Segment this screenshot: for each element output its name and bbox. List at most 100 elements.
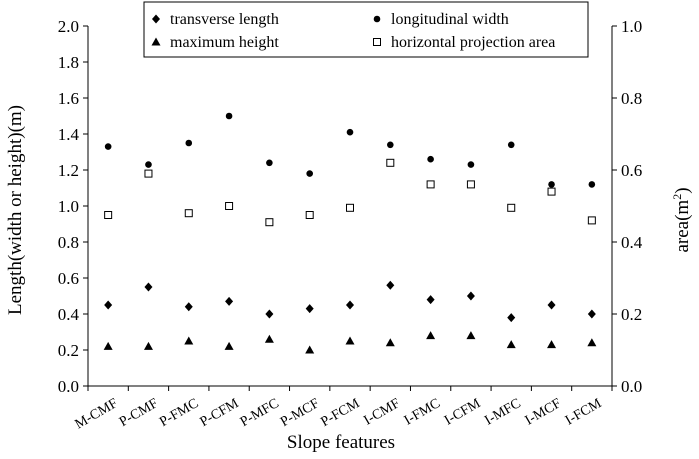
y-tick-label-left: 0.8 [58, 233, 79, 252]
data-point-diamond [386, 280, 395, 290]
y-tick-label-left: 1.8 [58, 53, 79, 72]
data-point-triangle [264, 334, 274, 343]
data-point-circle [548, 181, 555, 188]
y-tick-label-right: 0.8 [621, 89, 642, 108]
legend-box [143, 1, 589, 58]
data-point-circle [104, 143, 112, 150]
legend-label: longitudinal width [391, 11, 509, 28]
y-tick-label-left: 1.0 [58, 197, 79, 216]
x-tick-label: P-CMF [117, 396, 161, 430]
legend-label: horizontal projection area [391, 34, 555, 51]
data-point-triangle [506, 340, 516, 349]
y-tick-label-right: 0.4 [621, 233, 643, 252]
data-point-triangle [385, 338, 395, 347]
data-point-triangle [143, 341, 153, 350]
data-point-triangle [305, 345, 315, 354]
data-point-triangle [103, 341, 113, 350]
y-axis-title-right: area(m2) [670, 187, 693, 252]
data-point-circle [266, 159, 273, 167]
data-point-circle [145, 161, 152, 168]
data-point-circle [387, 141, 394, 149]
x-tick-label: P-MCF [278, 396, 322, 430]
data-point-diamond [104, 300, 113, 310]
data-point-circle [427, 155, 434, 163]
data-point-open-square [346, 203, 354, 212]
y-tick-label-left: 2.0 [58, 17, 79, 36]
x-tick-label: I-FCM [563, 396, 605, 429]
data-point-diamond [507, 313, 516, 323]
x-tick-label: I-FMC [402, 396, 443, 428]
data-point-diamond [184, 302, 193, 312]
data-point-open-square [426, 180, 435, 189]
y-tick-label-right: 0.0 [621, 377, 642, 396]
y-tick-label-right: 1.0 [621, 17, 642, 36]
data-point-open-square [305, 211, 314, 219]
data-point-open-square [265, 218, 274, 227]
data-point-circle [306, 170, 313, 177]
x-tick-label: I-MFC [482, 396, 523, 428]
y-axis-title-right-base: area(m [672, 200, 693, 253]
data-point-triangle [466, 331, 476, 340]
legend-items: transverse length longitudinal width maxim… [151, 11, 555, 51]
y-axis-title-left: Length(width or height)(m) [5, 105, 26, 315]
data-point-circle [507, 141, 515, 149]
x-tick-label: I-MCF [523, 396, 564, 429]
y-tick-label-left: 0.0 [58, 377, 79, 396]
legend: transverse length longitudinal width maxim… [143, 1, 589, 58]
x-tick-label: M-CMF [73, 396, 121, 432]
y-tick-label-right: 0.6 [621, 161, 642, 180]
y-tick-label-left: 0.2 [58, 341, 79, 360]
data-point-diamond [426, 295, 435, 305]
data-point-triangle [547, 340, 557, 349]
data-point-open-square [587, 216, 596, 225]
x-tick-label: I-CFM [442, 396, 484, 429]
data-point-circle [225, 112, 233, 120]
y-tick-label-right: 0.2 [621, 305, 642, 324]
y-axis-title-right-sup: 2 [670, 194, 684, 200]
data-point-open-square [225, 202, 234, 210]
data-point-diamond [587, 309, 596, 319]
x-tick-label: P-FMC [157, 396, 201, 430]
y-tick-label-left: 0.6 [58, 269, 79, 288]
data-point-triangle [426, 331, 436, 340]
data-point-triangle [224, 341, 234, 350]
y-tick-label-left: 1.6 [58, 89, 79, 108]
x-tick-label: I-CMF [362, 396, 403, 429]
data-point-triangle [184, 336, 194, 345]
legend-marker-triangle [151, 37, 161, 46]
data-point-open-square [466, 180, 475, 189]
x-tick-label: P-CFM [198, 396, 242, 430]
data-point-diamond [305, 304, 314, 314]
data-point-diamond [547, 300, 556, 310]
data-point-diamond [265, 309, 274, 319]
data-point-open-square [184, 209, 193, 218]
data-point-diamond [144, 282, 153, 292]
data-point-diamond [346, 300, 354, 310]
axes-layer: 0.0 0.2 0.4 0.6 0.8 1.0 1.2 1.4 1.6 1.8 2.0 0.0 0.2 0… [58, 17, 643, 432]
data-point-circle [346, 128, 354, 136]
y-tick-label-left: 0.4 [58, 305, 80, 324]
data-point-circle [588, 181, 596, 188]
legend-marker-diamond [152, 14, 160, 24]
x-axis-title: Slope features [287, 432, 395, 453]
x-tick-label: P-MFC [238, 396, 282, 430]
legend-label: transverse length [170, 11, 279, 28]
legend-label: maximum height [170, 34, 279, 51]
data-point-triangle [587, 338, 597, 347]
data-point-diamond [466, 291, 475, 301]
y-tick-label-left: 1.2 [58, 161, 79, 180]
x-tick-label: P-FCM [318, 396, 362, 430]
data-point-circle [467, 161, 475, 168]
legend-marker-open-square [373, 38, 381, 46]
data-point-circle [185, 139, 193, 147]
data-point-triangle [345, 336, 355, 345]
data-point-open-square [507, 203, 516, 212]
legend-marker-circle [373, 15, 381, 23]
data-point-open-square [144, 169, 153, 178]
y-tick-label-left: 1.4 [58, 125, 80, 144]
y-axis-title-right-close: ) [672, 187, 693, 193]
data-point-diamond [225, 296, 234, 306]
data-point-open-square [104, 211, 113, 219]
data-point-open-square [547, 187, 556, 196]
